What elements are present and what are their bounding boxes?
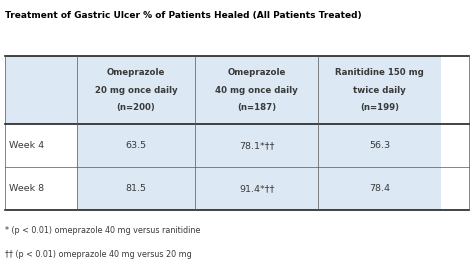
Text: Omeprazole: Omeprazole <box>228 68 286 77</box>
Text: * (p < 0.01) omeprazole 40 mg versus ranitidine: * (p < 0.01) omeprazole 40 mg versus ran… <box>5 226 200 235</box>
Bar <box>319 167 441 210</box>
Text: (n=187): (n=187) <box>237 103 276 112</box>
Text: Omeprazole: Omeprazole <box>107 68 165 77</box>
Bar <box>77 124 195 167</box>
Bar <box>77 56 195 124</box>
Text: Week 4: Week 4 <box>9 141 44 150</box>
Text: 20 mg once daily: 20 mg once daily <box>95 86 177 95</box>
Text: †† (p < 0.01) omeprazole 40 mg versus 20 mg: †† (p < 0.01) omeprazole 40 mg versus 20… <box>5 250 191 259</box>
Bar <box>5 167 77 210</box>
Text: 56.3: 56.3 <box>369 141 391 150</box>
Bar <box>77 167 195 210</box>
Text: 40 mg once daily: 40 mg once daily <box>215 86 298 95</box>
Bar <box>5 124 77 167</box>
Text: twice daily: twice daily <box>354 86 406 95</box>
Bar <box>319 124 441 167</box>
Text: 91.4*††: 91.4*†† <box>239 184 274 193</box>
Text: (n=199): (n=199) <box>360 103 399 112</box>
Text: Week 8: Week 8 <box>9 184 44 193</box>
Bar <box>5 56 77 124</box>
Bar <box>195 124 319 167</box>
Bar <box>195 56 319 124</box>
Text: Treatment of Gastric Ulcer % of Patients Healed (All Patients Treated): Treatment of Gastric Ulcer % of Patients… <box>5 11 361 20</box>
Text: 63.5: 63.5 <box>126 141 146 150</box>
Text: 78.1*††: 78.1*†† <box>239 141 274 150</box>
Text: (n=200): (n=200) <box>117 103 155 112</box>
Text: Ranitidine 150 mg: Ranitidine 150 mg <box>336 68 424 77</box>
Bar <box>319 56 441 124</box>
Text: 81.5: 81.5 <box>126 184 146 193</box>
Bar <box>195 167 319 210</box>
Text: 78.4: 78.4 <box>369 184 391 193</box>
